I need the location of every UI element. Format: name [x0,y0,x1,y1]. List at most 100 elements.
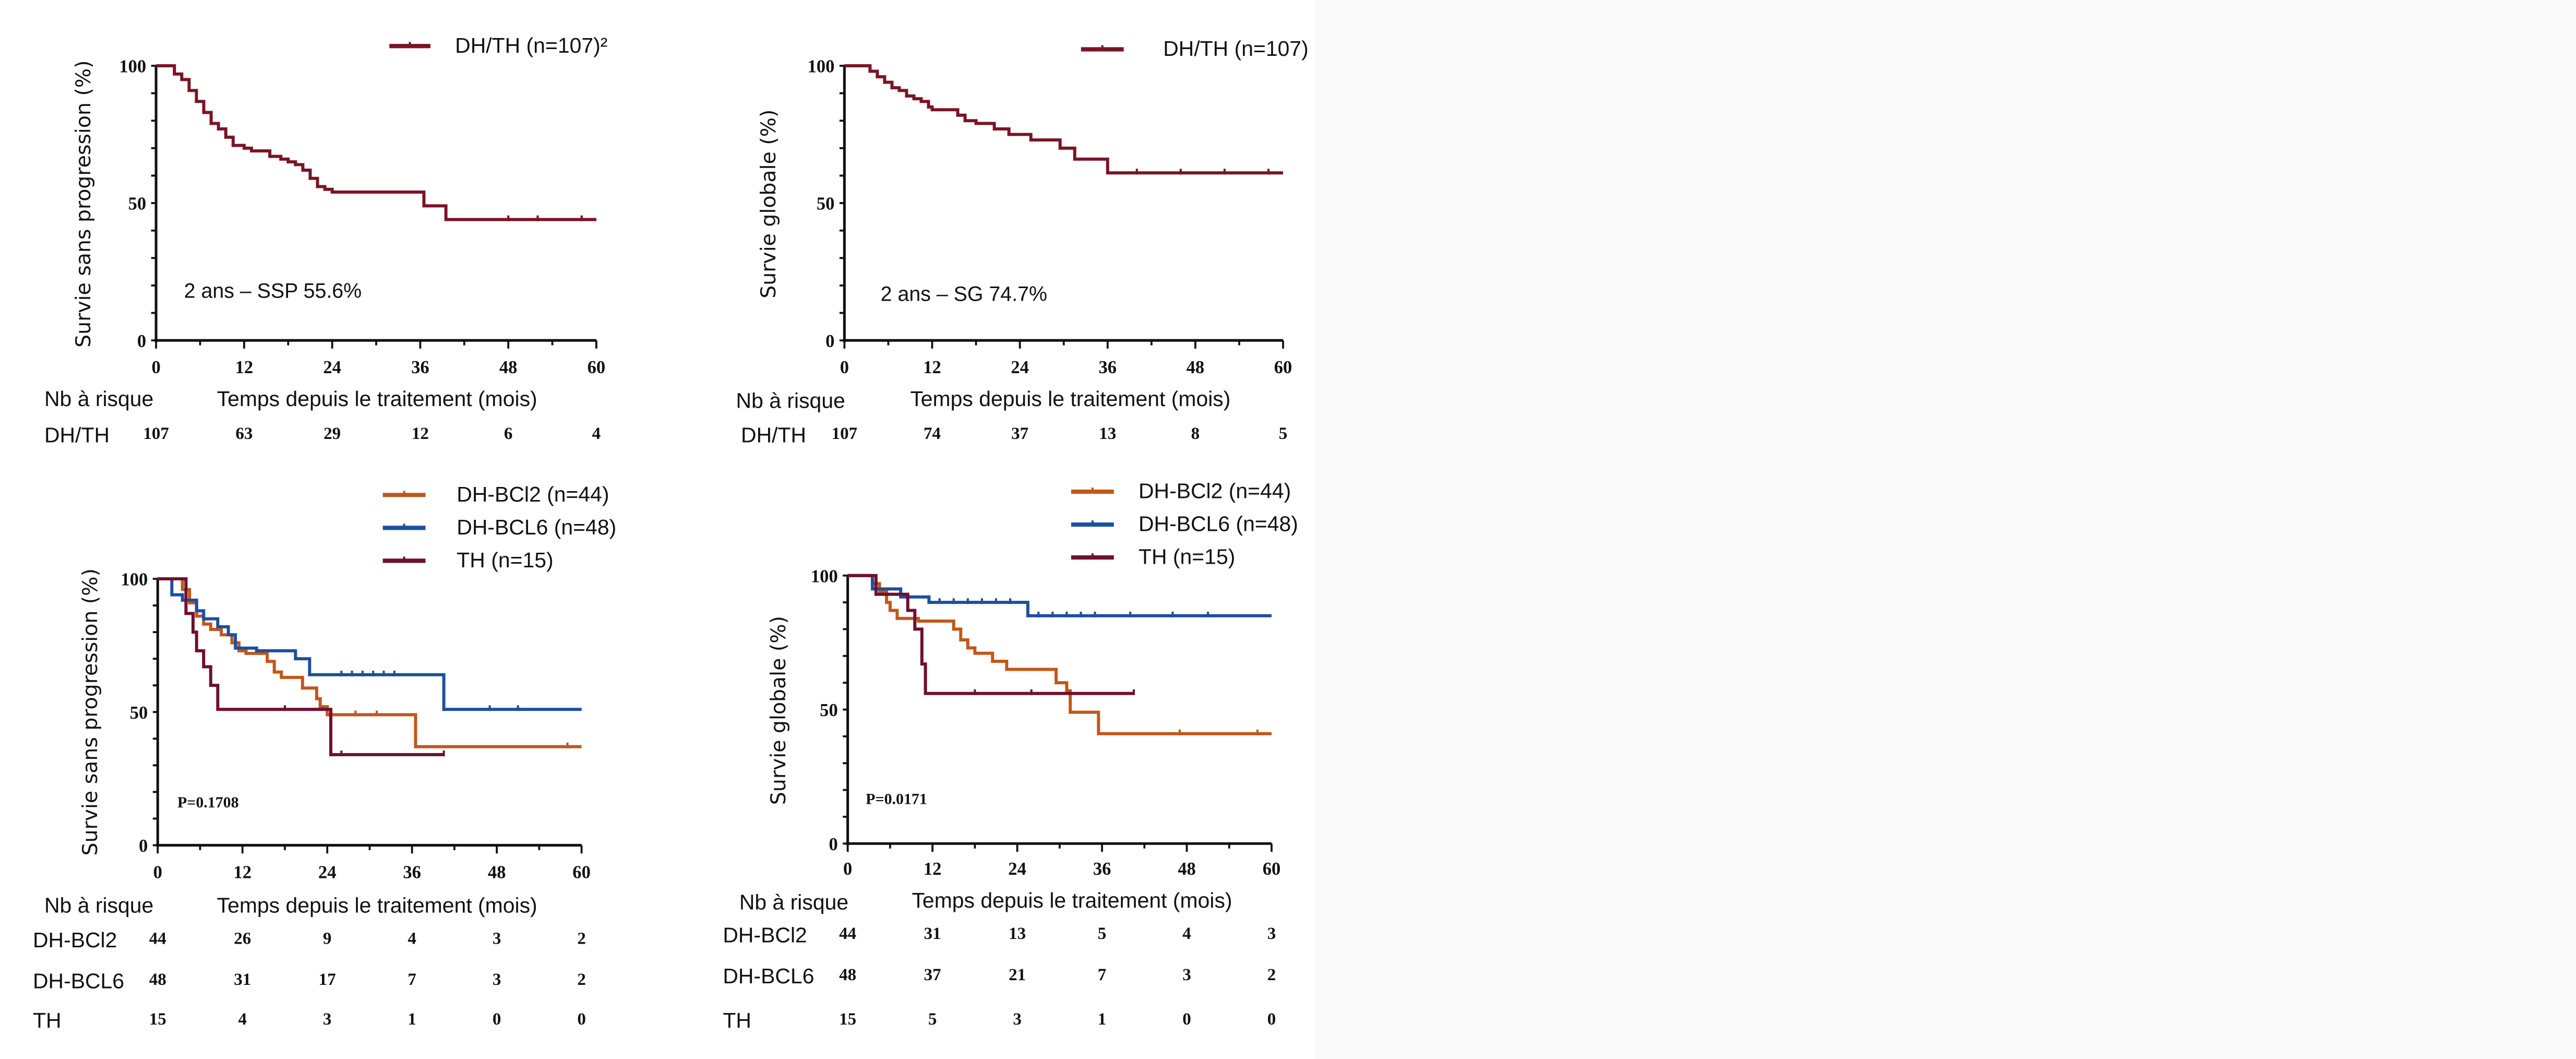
legend-label: TH (n=15) [457,548,553,572]
risk-count: 3 [1182,966,1191,984]
x-tick-label: 48 [488,862,506,882]
risk-row-label: DH-BCl2 [723,923,807,947]
risk-count: 13 [1099,424,1116,443]
risk-count: 74 [924,424,941,443]
x-tick-label: 60 [1274,358,1292,377]
legend-label: DH-BCl2 (n=44) [1139,479,1291,503]
legend-item: TH (n=15) [1071,545,1235,569]
y-tick-label: 50 [130,703,148,723]
risk-count: 3 [1013,1010,1022,1029]
y-tick-label: 50 [820,700,838,720]
y-tick-label: 50 [817,194,835,214]
x-tick-label: 12 [923,358,941,377]
axes: 0 50 100 0 12 24 36 48 60 [119,57,605,378]
risk-count: 1 [1098,1010,1107,1029]
risk-row-label: DH/TH [44,423,110,447]
x-tick-label: 48 [1178,859,1196,879]
x-tick-label: 60 [572,862,591,882]
legend-item: DH/TH (n=107)² [389,33,607,57]
risk-count: 6 [504,424,513,443]
km-curve-dh-bcl6 [158,577,582,711]
risk-count: 7 [408,970,416,989]
y-tick-label: 100 [811,566,838,586]
risk-count: 107 [143,424,169,443]
risk-row-label: DH/TH [741,423,806,447]
y-tick-label: 0 [137,331,146,351]
km-curve-dh-th [844,64,1284,175]
risk-count: 0 [577,1010,586,1029]
risk-count: 4 [238,1010,247,1029]
km-curve-th [847,574,1134,695]
legend: DH-BCl2 (n=44) DH-BCL6 (n=48) TH (n=15) [1071,479,1298,569]
x-axis-title: Temps depuis le traitement (mois) [217,387,537,411]
risk-count: 29 [324,424,341,443]
risk-count: 21 [1009,966,1026,984]
risk-count: 5 [1279,424,1288,443]
risk-count: 44 [149,929,166,948]
legend: DH/TH (n=107) [1081,37,1309,61]
x-tick-label: 36 [411,358,429,377]
x-tick-label: 12 [924,859,942,879]
risk-row-label: TH [33,1008,62,1032]
km-curve-dh-bcl2 [158,577,582,748]
risk-count: 3 [323,1010,332,1029]
x-tick-label: 0 [840,358,849,377]
risk-count: 2 [577,970,586,989]
chart-tl: Survie sans progression (%) 0 50 100 0 12 24 3… [44,33,607,447]
risk-count: 0 [1182,1010,1191,1029]
risk-table: DH-BCl2 44 31 13 5 4 3DH-BCL6 48 37 21 7 3 2TH 15 5 3 1 0… [723,923,1276,1032]
x-tick-label: 24 [1008,859,1026,879]
risk-count: 2 [1267,966,1276,984]
risk-count: 3 [1267,924,1276,943]
risk-count: 15 [839,1010,856,1029]
chart-tr: Survie globale (%) 0 50 100 0 12 24 36 48 60 DH/… [736,37,1309,447]
y-axis-title: Survie globale (%) [766,616,790,805]
x-tick-label: 0 [843,859,852,879]
curves [156,64,596,221]
legend-label: DH-BCl2 (n=44) [457,482,609,506]
risk-count: 48 [839,966,856,984]
axes: 0 50 100 0 12 24 36 48 60 [811,566,1280,879]
risk-header: Nb à risque [736,388,845,412]
risk-row-label: DH-BCL6 [723,964,814,988]
x-axis-title: Temps depuis le traitement (mois) [217,894,537,918]
risk-count: 3 [493,970,501,989]
risk-count: 13 [1009,924,1026,943]
x-tick-label: 12 [233,862,251,882]
km-curve-th [158,577,444,756]
legend-label: DH-BCL6 (n=48) [1139,512,1298,536]
risk-count: 31 [924,924,941,943]
x-tick-label: 48 [499,358,518,377]
risk-count: 1 [408,1010,416,1029]
risk-table: DH-BCl2 44 26 9 4 3 2DH-BCL6 48 31 17 7 3 2TH 15 4 3 1 0 0 [33,928,586,1032]
risk-count: 9 [323,929,332,948]
risk-count: 0 [1267,1010,1276,1029]
y-tick-label: 0 [825,331,834,351]
risk-count: 2 [577,929,586,948]
y-tick-label: 100 [808,57,835,77]
legend-label: DH/TH (n=107) [1163,37,1309,61]
km-curve-dh-bcl2 [847,574,1272,735]
risk-count: 3 [493,929,501,948]
annotation: 2 ans – SSP 55.6% [184,279,362,302]
risk-table: DH/TH 107 63 29 12 6 4 [44,423,601,447]
risk-row-label: DH-BCl2 [33,928,117,952]
risk-row-label: TH [723,1008,751,1032]
y-tick-label: 100 [121,570,148,590]
x-tick-label: 48 [1187,358,1205,377]
annotation: 2 ans – SG 74.7% [881,283,1047,306]
x-tick-label: 24 [323,358,341,377]
risk-count: 17 [319,970,336,989]
risk-count: 8 [1191,424,1200,443]
risk-header: Nb à risque [44,894,153,918]
x-tick-label: 36 [1098,358,1117,377]
risk-count: 63 [235,424,253,443]
curves [844,64,1284,175]
p-value: P=0.1708 [177,794,239,811]
risk-row-label: DH-BCL6 [33,969,124,993]
x-tick-label: 36 [1093,859,1111,879]
risk-header: Nb à risque [44,387,153,411]
legend-item: DH-BCL6 (n=48) [1071,512,1298,536]
risk-count: 5 [1098,924,1107,943]
